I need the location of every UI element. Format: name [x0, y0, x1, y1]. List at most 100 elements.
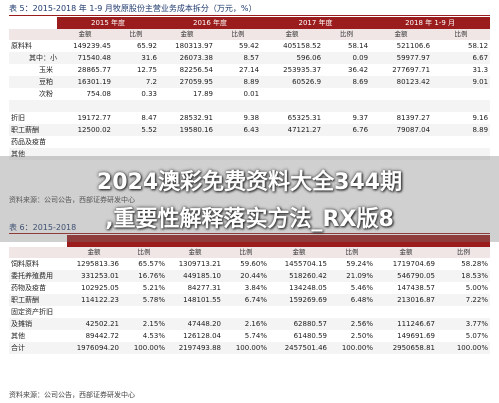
table6-cell: 4.53%: [142, 332, 165, 340]
table6-cell: 114122.23: [67, 294, 121, 306]
table5-cell: 17.89: [192, 90, 214, 98]
table6-cell: 42502.21: [67, 318, 121, 330]
table5-sub-ratio: 比例: [113, 29, 160, 40]
table5-cell: 6.67: [432, 52, 491, 64]
table6-cell: 21.09%: [329, 270, 375, 282]
table5-row-label: 折旧: [11, 114, 25, 122]
table5-cell: 0.01: [243, 90, 260, 98]
table6-cell: 1976094.20: [67, 342, 121, 354]
table5-cell: 9.16: [472, 114, 489, 122]
table5-cell: [370, 148, 433, 160]
table5-year-1: 2015 年度: [57, 17, 160, 29]
table6-cell: [437, 306, 490, 318]
table5-cell: [261, 88, 323, 100]
table5-cell: [370, 100, 433, 112]
table6-cell: 102925.05: [81, 284, 119, 292]
table6-cell: [375, 306, 437, 318]
table6-top-rule: [9, 233, 490, 234]
table5-source: 资料来源：公司公告，西部证券研发中心: [9, 196, 135, 204]
table5-cell: 6.43: [215, 124, 262, 136]
table5-cell: 8.89: [215, 76, 262, 88]
table5-cell: 0.33: [141, 90, 158, 98]
table6-cell: [167, 306, 223, 318]
table5-row: [9, 100, 491, 112]
table5-cell: 81397.27: [396, 114, 431, 122]
table6-sub-amount: 金额: [167, 247, 223, 258]
table5-sub-amount: 金额: [370, 29, 433, 40]
table5-row-label: 其他: [9, 148, 57, 160]
table5-cell: 9.01: [432, 76, 491, 88]
table6-sub-blank: [9, 247, 67, 258]
table5-cell: 31.3: [472, 66, 489, 74]
table6-row: 及摊销 42502.21 2.15% 47448.20 2.16% 62880.57 2.5…: [9, 318, 490, 330]
table5-cell: [432, 136, 490, 148]
table6-cell: 3.77%: [437, 318, 490, 330]
table6-cell: 5.07%: [465, 332, 488, 340]
table6-row-label: 委托养殖费用: [9, 270, 67, 282]
table5-cell: 19580.16: [159, 124, 216, 136]
table5-cell: 8.47: [141, 114, 158, 122]
table6-cell: 2.16%: [223, 318, 269, 330]
table6-cell: 84277.31: [187, 284, 221, 292]
table6-cell: 213016.87: [375, 294, 437, 306]
table5-cell: 12500.02: [57, 124, 113, 136]
table6-subheader: 金额 比例 金额 比例 金额 比例 金额 比例: [9, 247, 490, 258]
table5-cell: [113, 148, 160, 160]
table5-cell: 8.89: [432, 124, 491, 136]
table6-cell: 59.60%: [240, 260, 267, 268]
table5-cell: 82256.54: [179, 66, 214, 74]
table5-cell: [261, 148, 324, 160]
table6-row: 委托养殖费用 331253.01 16.76% 449185.10 20.44% 5182…: [9, 270, 490, 282]
table5-cell: 79087.04: [370, 124, 433, 136]
table6-row: 药物及疫苗 102925.05 5.21% 84277.31 3.84% 134248.0…: [9, 282, 490, 294]
table5-corner: [9, 17, 57, 29]
table5-cell: 60526.9: [261, 76, 324, 88]
table6-row: 职工薪酬 114122.23 5.78% 148101.55 6.74% 159269.6…: [9, 294, 490, 306]
table5-sub-amount: 金额: [57, 29, 113, 40]
table5-cell: 149239.45: [73, 42, 111, 50]
table5-sub-amount: 金额: [159, 29, 216, 40]
table6-cell: 147438.57: [397, 284, 435, 292]
table5-cell: 27059.95: [159, 76, 216, 88]
table5-subheader: 金额 比例 金额 比例 金额 比例 金额 比例: [9, 29, 491, 40]
table5-cell: 277697.71: [392, 66, 431, 74]
table6-cell: 1455704.15: [284, 260, 327, 268]
table5-row: 药品及疫苗: [9, 136, 490, 148]
table5-row: 原料料 149239.45 65.92 180313.97 59.42 405158.52…: [9, 40, 490, 52]
table5-sub-ratio: 比例: [432, 29, 491, 40]
table5-cell: 58.12: [468, 42, 489, 50]
table5-cell: [261, 100, 324, 112]
table6-cell: [329, 306, 375, 318]
table5-cell: [57, 136, 113, 148]
table5-row-label: 玉米: [39, 66, 53, 74]
table6-cell: 7.22%: [437, 294, 490, 306]
table6-cell: 47448.20: [167, 318, 223, 330]
table6-cell: [223, 306, 269, 318]
table5-cell: 180313.97: [175, 42, 214, 50]
table5-cell: 0.09: [323, 52, 371, 64]
table5-row-label: 原料料: [11, 42, 32, 50]
table6-cell: [121, 306, 167, 318]
table6-cell: 1719704.69: [392, 260, 435, 268]
table5-cell: 65325.31: [287, 114, 322, 122]
table5-row: 其他: [9, 148, 491, 160]
table6-cell: 449185.10: [167, 270, 223, 282]
table5-cell: [432, 100, 491, 112]
table6-cell: 5.21%: [142, 284, 165, 292]
table6-sub-ratio: 比例: [329, 247, 375, 258]
table6-year-header: [9, 235, 490, 247]
table5-cell: 58.14: [348, 42, 369, 50]
table5-top-rule: [9, 15, 490, 16]
table5-cell: [159, 100, 216, 112]
table6-cell: [67, 306, 121, 318]
table5-cell: 47121.27: [261, 124, 324, 136]
table6-year-4: [375, 235, 490, 247]
table6-cell: 518260.42: [269, 270, 329, 282]
table5-row: 次粉 754.08 0.33 17.89 0.01: [9, 88, 490, 100]
table6-cell: 100.00%: [329, 342, 375, 354]
table5-cell: 12.75: [136, 66, 158, 74]
table6-cell: 2.50%: [350, 332, 373, 340]
table5-sub-blank: [9, 29, 57, 40]
table5-cell: 253935.37: [283, 66, 322, 74]
